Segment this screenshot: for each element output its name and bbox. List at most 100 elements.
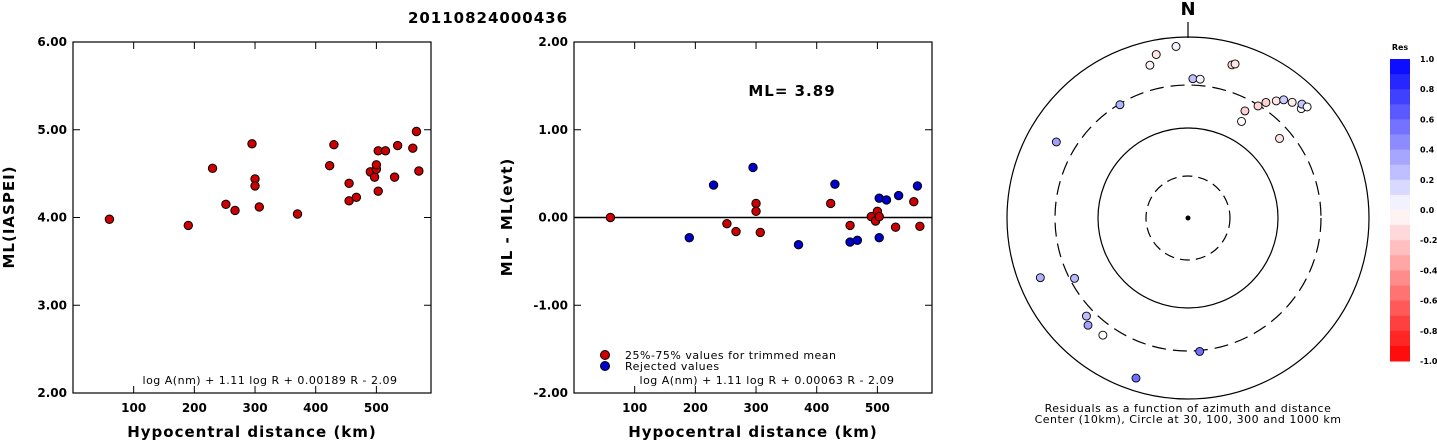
x-tick-label: 500 (865, 401, 890, 415)
data-point (104, 214, 115, 224)
formula-text: log A(nm) + 1.11 log R + 0.00189 R - 2.0… (143, 374, 398, 387)
y-axis-label: ML - ML(evt) (498, 158, 516, 276)
data-point (292, 209, 303, 219)
x-tick-label: 500 (364, 401, 389, 415)
data-point (748, 162, 758, 173)
station-point (1081, 311, 1091, 321)
data-point (414, 166, 424, 176)
x-axis-label: Hypocentral distance (km) (127, 423, 377, 441)
data-point (392, 140, 403, 151)
data-point (373, 186, 383, 196)
colorbar-tick-label: 0.4 (1420, 146, 1435, 155)
station-point (1098, 330, 1108, 340)
data-point (221, 199, 231, 210)
colorbar-cell (1390, 240, 1410, 256)
data-point (874, 211, 884, 222)
circle-300km (1054, 84, 1322, 352)
colorbar-cell (1390, 210, 1410, 226)
station-point (1261, 98, 1271, 107)
colorbar-cell (1390, 225, 1410, 241)
colorbar-tick-label: -1.0 (1420, 357, 1437, 366)
x-tick-label: 300 (243, 401, 268, 415)
station-point (1035, 273, 1045, 283)
north-label: N (1180, 0, 1195, 20)
y-tick-label: 6.00 (37, 35, 67, 49)
data-point (893, 190, 904, 201)
magnitude-vs-distance-plot: 100 200 300 400 500 2.00 3.00 4.00 5.00 6.00 Hypo… (0, 35, 432, 441)
data-point (830, 179, 840, 189)
formula-text: log A(nm) + 1.11 log R + 0.00063 R - 2.0… (640, 374, 895, 387)
station-point (1115, 100, 1125, 110)
data-point (890, 222, 901, 232)
y-tick-label: 3.00 (37, 298, 67, 312)
colorbar-cell (1390, 255, 1410, 271)
station-point (1275, 133, 1284, 143)
data-point (247, 139, 257, 149)
data-point (684, 232, 694, 243)
data-point (915, 221, 925, 231)
x-tick-label: 200 (683, 401, 708, 415)
data-point (250, 181, 260, 191)
residual-colorbar: Res 1.0 0.8 0.6 0.4 0.2 0.0 -0.2 -0.4 -0.6 -0.8 -1… (1390, 43, 1437, 366)
y-tick-label: 2.00 (538, 35, 568, 49)
data-point (731, 226, 741, 237)
colorbar-tick-label: -0.2 (1420, 236, 1437, 245)
station-point (1253, 101, 1263, 111)
colorbar-tick-label: 0.8 (1420, 85, 1435, 94)
residual-vs-distance-plot: 100 200 300 400 500 -2.00 -1.00 0.00 1.00 2.00 ML… (498, 35, 933, 441)
data-point (207, 163, 218, 174)
station-point (1240, 106, 1250, 116)
data-point (329, 139, 339, 150)
y-axis-label: ML(IASPEI) (0, 165, 18, 268)
y-tick-label: -1.00 (533, 298, 568, 312)
data-point (380, 146, 391, 156)
colorbar-cell (1390, 164, 1410, 181)
station-point (1302, 102, 1312, 112)
station-point (1195, 74, 1205, 84)
x-tick-label: 200 (182, 401, 207, 415)
colorbar-tick-label: 0.0 (1420, 206, 1435, 215)
y-tick-label: -2.00 (533, 386, 568, 400)
data-point (369, 172, 380, 182)
circle-30km (1145, 175, 1231, 261)
azimuth-residual-map: N Residuals as a function of azimuth and… (1006, 0, 1370, 426)
data-point (344, 178, 354, 188)
data-point (411, 126, 422, 137)
colorbar-cell (1390, 330, 1410, 347)
data-point (751, 198, 761, 209)
data-point (254, 202, 264, 212)
station-point (1279, 95, 1289, 105)
data-point (825, 198, 836, 209)
epicenter-dot (1185, 215, 1191, 221)
colorbar-cell (1390, 74, 1410, 90)
station-point (1051, 137, 1061, 147)
station-point (1195, 346, 1205, 356)
colorbar-cell (1390, 104, 1410, 120)
map-caption-line1: Residuals as a function of azimuth and d… (1045, 402, 1332, 415)
x-tick-label: 300 (744, 401, 769, 415)
colorbar-title: Res (1392, 43, 1409, 52)
data-point (845, 220, 855, 231)
data-point (793, 240, 804, 250)
colorbar-tick-label: -0.4 (1420, 266, 1437, 275)
colorbar-tick-label: 1.0 (1420, 55, 1435, 64)
station-point (1237, 116, 1246, 126)
data-point (852, 235, 863, 246)
station-point (1271, 96, 1281, 106)
y-tick-label: 4.00 (37, 211, 67, 225)
station-point (1151, 50, 1161, 59)
colorbar-tick-label: -0.8 (1420, 327, 1437, 336)
data-point (708, 180, 719, 190)
colorbar-cell (1390, 119, 1410, 135)
data-point (909, 197, 919, 207)
data-point (912, 181, 923, 191)
colorbar-cell (1390, 59, 1410, 75)
station-point (1131, 373, 1141, 383)
x-tick-label: 400 (303, 401, 328, 415)
x-axis-label: Hypocentral distance (km) (628, 423, 878, 441)
colorbar-cell (1390, 149, 1410, 166)
station-point (1083, 320, 1093, 330)
x-tick-label: 100 (121, 401, 146, 415)
data-point (324, 161, 335, 171)
